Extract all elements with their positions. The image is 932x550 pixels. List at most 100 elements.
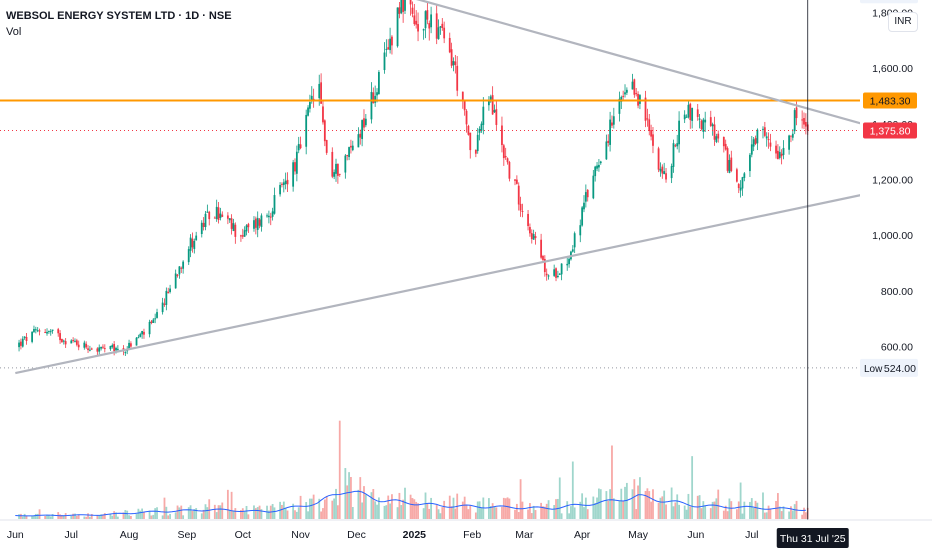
candle-body [213, 217, 216, 219]
candle [46, 328, 48, 336]
volume-bar [422, 508, 425, 519]
chart-header: WEBSOL ENERGY SYSTEM LTD · 1D · NSE Vol [6, 10, 232, 38]
candle [247, 222, 250, 233]
volume-bar [320, 511, 323, 519]
volume-bar [663, 490, 666, 519]
volume-bar [335, 488, 337, 519]
candle [704, 111, 707, 132]
volume-bar [180, 505, 183, 519]
candle [167, 287, 170, 294]
candle-body [715, 136, 718, 142]
candle-body [391, 36, 393, 46]
volume-bar [476, 501, 479, 519]
candle [269, 212, 272, 226]
volume-bar [501, 506, 503, 519]
candle [74, 338, 76, 343]
time-tick-label: Aug [120, 529, 139, 541]
candle-body [804, 122, 807, 127]
currency-button[interactable]: INR [888, 12, 918, 32]
candle [722, 136, 725, 153]
candle [545, 268, 548, 281]
volume-bar [553, 505, 556, 519]
volume-bar [169, 513, 171, 519]
volume-bar [514, 509, 516, 519]
candle-body [344, 155, 347, 173]
candle [430, 6, 433, 34]
candle-body [135, 337, 138, 346]
volume-bar [515, 503, 518, 519]
candle-body [89, 349, 91, 351]
volume-bar [191, 510, 194, 519]
candle-body [777, 150, 779, 160]
volume-bar [364, 494, 367, 519]
candle [624, 84, 626, 98]
volume-bar [545, 503, 548, 519]
candle-body [83, 342, 86, 348]
candle [193, 238, 196, 254]
candle-body [454, 61, 457, 65]
candle-body [245, 225, 248, 232]
candle-body [143, 331, 145, 335]
symbol-title[interactable]: WEBSOL ENERGY SYSTEM LTD · 1D · NSE [6, 10, 232, 22]
volume-bar [571, 461, 574, 519]
volume-bar [739, 482, 742, 519]
candle [709, 110, 712, 128]
volume-bar [167, 515, 170, 519]
volume-bar [717, 489, 720, 519]
candle-body [85, 343, 88, 348]
time-tick-label: Jul [745, 529, 758, 541]
candle-body [240, 235, 242, 237]
volume-bar [611, 445, 613, 519]
candle-body [534, 236, 537, 239]
volume-bar [517, 512, 520, 519]
candle [33, 325, 35, 333]
candle-body [75, 340, 78, 345]
candle-body [299, 144, 302, 149]
volume-indicator-label[interactable]: Vol [6, 26, 22, 38]
volume-bar [256, 507, 259, 519]
volume-bar [282, 501, 285, 519]
candle-body [573, 233, 576, 248]
candle-body [566, 263, 569, 266]
candle-body [189, 237, 192, 251]
candle-body [795, 107, 798, 119]
candle [583, 195, 585, 213]
candle-body [763, 127, 766, 136]
volume-bar [336, 505, 339, 519]
volume-bar [685, 509, 688, 519]
candle [148, 319, 151, 338]
volume-bar [659, 497, 662, 519]
volume-bar [378, 497, 380, 519]
volume-bar [670, 487, 673, 519]
candle-body [476, 134, 479, 152]
candlesticks [18, 0, 809, 357]
volume-bar [730, 501, 733, 519]
volume-bar [226, 489, 229, 519]
volume-bar [543, 506, 546, 519]
candle-body [62, 340, 65, 342]
candle [672, 139, 675, 173]
volume-bar [299, 495, 302, 519]
candle [111, 343, 114, 349]
candle-body [456, 65, 459, 91]
candle-body [514, 179, 516, 181]
volume-bar [441, 507, 444, 519]
candle [57, 327, 60, 337]
candle [502, 143, 505, 166]
candle [295, 145, 298, 182]
candle-body [726, 148, 729, 171]
candle [594, 165, 597, 182]
candle [778, 146, 781, 160]
candle-body [495, 109, 498, 125]
candle-body [387, 47, 390, 50]
candle-body [417, 24, 419, 32]
volume-bar [558, 477, 561, 519]
volume-bar [18, 514, 20, 519]
volume-bar [413, 499, 416, 519]
candle [77, 340, 80, 351]
candle-body [70, 340, 73, 344]
volume-bar [363, 486, 365, 519]
candle-body [724, 143, 727, 150]
candle-body [163, 303, 166, 305]
